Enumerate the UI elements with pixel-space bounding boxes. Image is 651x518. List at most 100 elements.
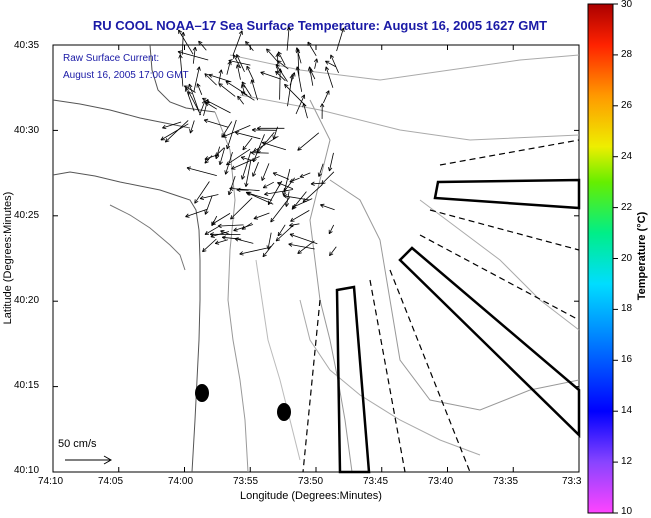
current-vector-head [261,177,266,181]
current-vector-head [303,200,308,203]
current-vector-head [204,159,207,164]
current-vector-head [241,156,246,158]
current-vector [226,119,237,150]
x-axis-label: Longitude (Degrees:Minutes) [240,490,382,502]
current-vector [232,30,243,56]
current-vector-head [226,144,228,150]
current-vector-head [188,83,190,89]
current-vector [236,64,241,80]
current-vector-head [202,98,206,102]
current-vector [235,132,261,140]
x-tick-label: 73:55 [233,476,259,487]
current-vector-head [204,73,209,76]
current-vector-head [228,59,233,61]
current-vector-head [245,183,249,187]
current-vector-head [284,83,289,86]
current-vector [329,152,334,172]
current-vector-head [317,172,320,177]
current-vector-head [219,161,223,166]
current-vector-head [162,127,167,129]
current-vector-head [211,220,215,225]
current-vector-head [222,235,227,238]
colorbar-tick-label: 30 [621,0,633,10]
current-vector-head [204,158,209,161]
current-vector [279,68,281,100]
current-vector-head [297,49,301,54]
current-vector [285,191,290,207]
current-vector-head [220,230,224,235]
depth-contour-1 [214,111,249,473]
current-vector [233,54,242,69]
current-vector-head [242,147,247,151]
depth-contour-3 [329,179,580,411]
current-vector-head [283,192,287,196]
current-vector [226,148,251,166]
current-vector-head [210,236,215,238]
current-vector [289,177,300,183]
current-vector-head [215,243,220,245]
current-vector-head [236,189,241,193]
current-vector [275,224,295,242]
current-vector-head [266,48,271,51]
current-vector [198,40,207,51]
current-vector-head [289,233,294,238]
colorbar-tick-label: 24 [621,151,633,162]
current-vector-head [318,173,322,177]
depth-contour-2 [309,99,353,473]
current-vector-head [270,217,272,223]
current-vector-head [235,64,238,69]
current-vector [329,246,337,256]
current-vector [247,192,273,201]
current-vector [263,181,274,189]
current-vector [299,172,311,178]
current-vector-head [215,154,217,159]
current-vector-head [291,207,296,210]
current-vector-head [221,69,223,74]
current-vector-head [241,175,243,180]
current-vector [253,212,270,220]
current-vector [309,68,316,80]
current-vector-head [208,73,213,76]
y-tick-label: 40:10 [14,465,40,476]
colorbar-tick-label: 12 [621,456,633,467]
current-vector-head [214,240,219,244]
y-tick-label: 40:35 [14,40,40,51]
current-vector-head [270,219,275,223]
current-vector-head [266,48,268,53]
current-vector-head [251,79,255,83]
depth-contour-4 [229,54,580,81]
current-vector [203,99,209,116]
current-vector-head [296,47,300,51]
current-vector-head [237,95,242,99]
current-vector-head [218,160,221,165]
current-vector [237,95,245,105]
current-vector-head [275,71,278,76]
current-vector-head [241,176,246,180]
current-vector-head [307,66,310,71]
current-vector-head [247,191,252,194]
current-vector-head [316,58,319,63]
current-vector-head [235,131,240,133]
current-vector [231,156,260,170]
current-vector [277,51,286,66]
current-vector [261,163,270,181]
current-vector-head [204,156,208,160]
current-vector [199,100,206,116]
colorbar [587,3,614,514]
current-vector-head [343,27,345,33]
current-vector-head [194,200,199,204]
current-vector [273,126,278,140]
current-vector-head [313,58,318,63]
current-vector [194,181,210,204]
current-vector-head [295,47,298,52]
current-vector-head [245,192,249,196]
current-vector [228,175,236,196]
current-vector-head [235,132,239,136]
current-vector [250,152,269,154]
current-vector [215,146,221,159]
current-vector-head [202,247,205,252]
current-vector-head [297,249,300,254]
current-vector-head [241,81,246,85]
current-vector-head [292,204,296,208]
